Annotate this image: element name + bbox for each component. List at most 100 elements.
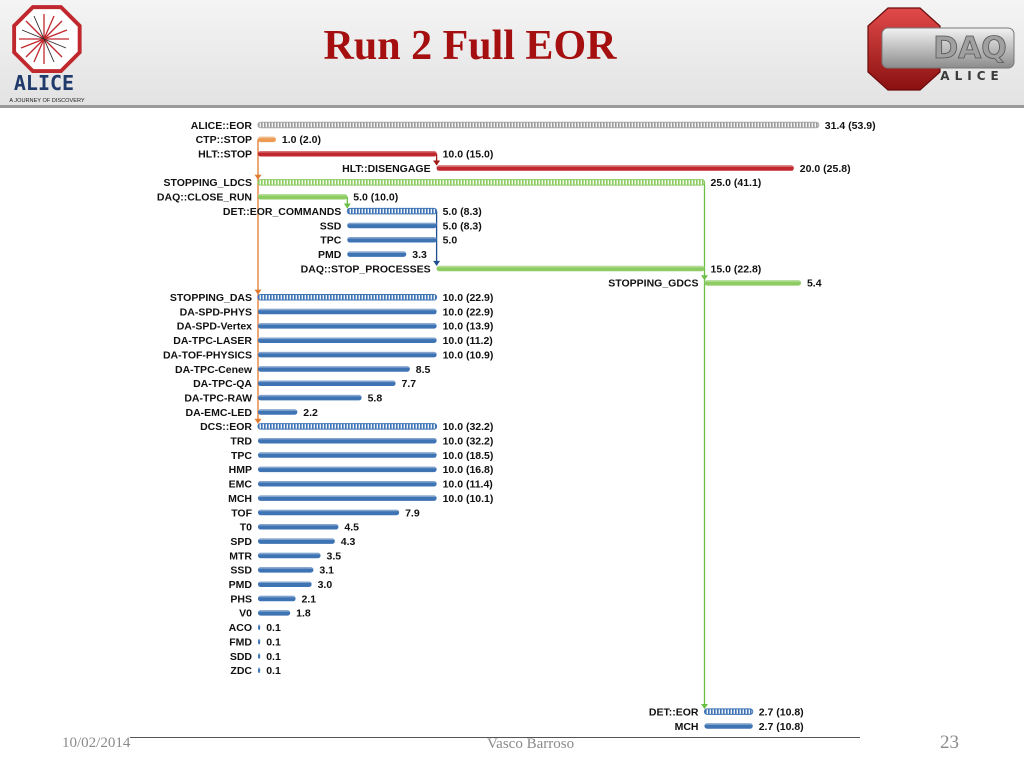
bar-da-tpc-laser-15 (258, 337, 437, 343)
bar-gloss-25 (258, 481, 437, 483)
value-label-15: 10.0 (11.2) (443, 335, 493, 347)
value-label-18: 7.7 (402, 378, 417, 390)
bar-ssd-7 (347, 222, 437, 229)
task-label-10: DAQ::STOP_PROCESSES (301, 263, 431, 275)
dependency-arrow-4-1 (701, 704, 708, 710)
bar-trd-22 (258, 437, 437, 444)
task-label-22: TRD (230, 436, 252, 448)
bar-pmd-9 (347, 251, 407, 257)
bar-gloss-23 (258, 452, 437, 454)
value-label-38: 0.1 (266, 665, 281, 677)
value-label-35: 0.1 (266, 622, 281, 634)
daq-logo: DAQ ALICE (867, 7, 1015, 91)
daq-logo-text: DAQ (933, 31, 1007, 66)
value-label-39: 2.7 (10.8) (759, 706, 804, 718)
bar-mtr-30 (258, 552, 321, 559)
value-label-9: 3.3 (412, 249, 427, 261)
bar-gloss-28 (258, 524, 339, 526)
value-label-3: 20.0 (25.8) (800, 163, 851, 175)
bar-da-tpc-raw-19 (258, 394, 362, 401)
value-label-7: 5.0 (8.3) (443, 220, 482, 232)
task-label-30: MTR (229, 550, 252, 562)
bar-gloss-40 (704, 723, 753, 725)
value-label-8: 5.0 (443, 235, 458, 247)
value-label-16: 10.0 (10.9) (443, 349, 494, 361)
task-label-35: ACO (229, 622, 252, 634)
value-label-34: 1.8 (296, 608, 311, 620)
task-label-24: HMP (229, 464, 252, 476)
gantt-chart: ALICE::EOR 31.4 (53.9)CTP::STOP 1.0 (2.0)H… (157, 120, 876, 736)
task-label-26: MCH (228, 493, 252, 505)
bar-spd-29 (258, 538, 335, 544)
alice-logo-text: ALICE (14, 71, 74, 95)
bar-gloss-29 (258, 538, 335, 540)
bar-gloss-32 (258, 581, 312, 584)
task-label-20: DA-EMC-LED (186, 407, 253, 419)
task-label-40: MCH (675, 721, 699, 733)
bar-gloss-10 (436, 265, 705, 268)
bar-gloss-1 (258, 136, 276, 139)
task-label-6: DET::EOR_COMMANDS (223, 206, 341, 218)
task-label-18: DA-TPC-QA (193, 378, 252, 390)
bar-gloss-8 (347, 237, 437, 239)
task-label-5: DAQ::CLOSE_RUN (157, 192, 252, 204)
bar-ctp-stop-1 (258, 136, 276, 143)
task-label-38: ZDC (230, 665, 252, 677)
alice-logo-burst-dark (21, 15, 67, 63)
footer-author: Vasco Barroso (487, 736, 575, 752)
value-label-14: 10.0 (13.9) (443, 321, 494, 333)
page-number: 23 (940, 732, 959, 753)
bar-gloss-38 (258, 667, 261, 670)
bar-hlt-stop-2 (258, 150, 437, 157)
bar-gloss-33 (258, 595, 296, 598)
bar-sdd-37 (258, 653, 261, 659)
value-label-30: 3.5 (327, 550, 342, 562)
bar-emc-25 (258, 481, 437, 487)
value-label-31: 3.1 (319, 565, 334, 577)
value-label-36: 0.1 (266, 636, 281, 648)
value-label-12: 10.0 (22.9) (443, 292, 494, 304)
bar-t0-28 (258, 524, 339, 530)
bar-mch-40 (704, 723, 753, 729)
alice-logo-tagline: A JOURNEY OF DISCOVERY (9, 98, 85, 104)
dependency-arrow-0-0 (254, 174, 262, 180)
task-label-29: SPD (230, 536, 252, 548)
value-label-13: 10.0 (22.9) (443, 306, 494, 318)
bar-da-spd-vertex-14 (258, 323, 437, 329)
task-label-34: V0 (239, 608, 252, 620)
task-label-7: SSD (320, 220, 342, 232)
value-label-37: 0.1 (266, 651, 281, 663)
value-label-29: 4.3 (341, 536, 356, 548)
dependency-arrow-0-1 (254, 289, 262, 295)
task-label-3: HLT::DISENGAGE (342, 163, 430, 175)
dependency-arrow-4-0 (701, 275, 708, 281)
value-label-1: 1.0 (2.0) (282, 134, 321, 146)
value-label-4: 25.0 (41.1) (711, 177, 762, 189)
value-label-0: 31.4 (53.9) (825, 120, 876, 132)
task-label-36: FMD (229, 636, 252, 648)
bar-gloss-5 (258, 194, 348, 196)
task-label-0: ALICE::EOR (191, 120, 253, 132)
task-label-11: STOPPING_GDCS (608, 278, 698, 290)
task-label-39: DET::EOR (649, 706, 699, 718)
header-rule (0, 105, 1024, 108)
bar-gloss-3 (436, 165, 794, 167)
daq-logo-band (881, 27, 1015, 69)
dependency-arrow-2-0 (343, 203, 351, 209)
bar-dcs-eor-21 (257, 423, 438, 430)
bar-da-emc-led-20 (258, 409, 298, 415)
slide-title: Run 2 Full EOR (323, 23, 617, 69)
bar-gloss-2 (258, 150, 437, 153)
task-label-16: DA-TOF-PHYSICS (163, 349, 252, 361)
value-label-17: 8.5 (416, 364, 431, 376)
slide-header (0, 0, 1024, 108)
value-label-25: 10.0 (11.4) (443, 479, 493, 491)
bar-gloss-31 (258, 567, 314, 569)
value-label-2: 10.0 (15.0) (443, 149, 494, 161)
bar-det-eor-commands-6 (346, 207, 438, 215)
daq-logo-subtext: ALICE (940, 69, 1003, 83)
bar-tpc-8 (347, 237, 437, 243)
task-label-32: PMD (229, 579, 253, 591)
value-label-33: 2.1 (302, 593, 317, 605)
task-label-27: TOF (231, 507, 252, 519)
